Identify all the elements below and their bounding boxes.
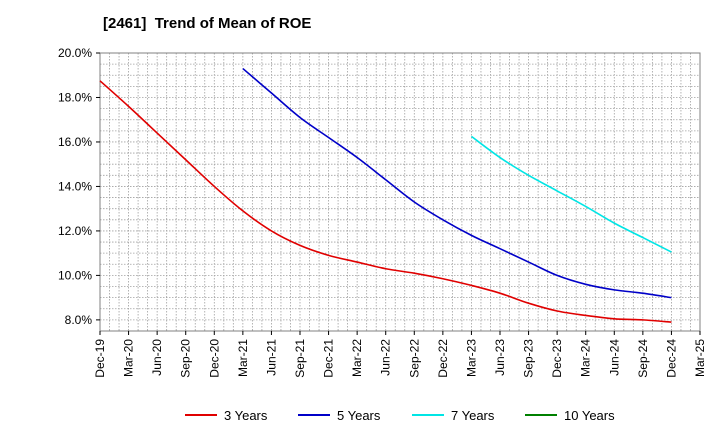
x-tick-label: Dec-22 [436,339,450,378]
x-tick-label: Mar-25 [693,339,707,377]
series-line-3-years [99,80,672,323]
y-tick-label: 8.0% [65,313,93,327]
x-tick-label: Sep-24 [636,339,650,378]
x-tick-label: Mar-21 [236,339,250,377]
legend-label-5-years: 5 Years [337,408,381,423]
x-tick-label: Jun-24 [607,339,621,376]
x-tick-label: Mar-22 [350,339,364,377]
series-line-7-years [470,135,672,253]
x-tick-label: Jun-21 [264,339,278,376]
y-tick-label: 14.0% [58,179,92,193]
x-tick-label: Dec-24 [664,339,678,378]
x-tick-label: Dec-20 [207,339,221,378]
legend[interactable]: 3 Years 5 Years 7 Years 10 Years [185,408,615,423]
plot-frame [99,52,701,332]
series-line-5-years [242,67,672,299]
legend-label-7-years: 7 Years [451,408,495,423]
x-axis: Dec-19 Mar-20 Jun-20 Sep-20 Dec-20 Mar-21 Jun-… [93,331,707,378]
x-tick-label: Dec-21 [322,339,336,378]
y-tick-label: 10.0% [58,268,92,282]
x-tick-label: Mar-23 [464,339,478,377]
legend-label-10-years: 10 Years [564,408,615,423]
x-tick-label: Mar-24 [579,339,593,377]
y-tick-label: 20.0% [58,46,92,60]
legend-label-3-years: 3 Years [224,408,268,423]
x-tick-label: Mar-20 [122,339,136,377]
y-tick-label: 12.0% [58,224,92,238]
x-tick-label: Jun-20 [150,339,164,376]
x-tick-label: Sep-20 [179,339,193,378]
y-tick-label: 16.0% [58,135,92,149]
chart-title: [2461] Trend of Mean of ROE [103,15,312,32]
x-tick-label: Sep-22 [407,339,421,378]
x-tick-label: Sep-21 [293,339,307,378]
x-tick-label: Jun-22 [379,339,393,376]
y-tick-label: 18.0% [58,90,92,104]
x-tick-label: Dec-23 [550,339,564,378]
y-axis: 8.0% 10.0% 12.0% 14.0% 16.0% 18.0% 20.0% [58,46,100,327]
x-tick-label: Dec-19 [93,339,107,378]
series-lines [99,67,672,323]
grid [100,53,700,331]
x-tick-label: Jun-23 [493,339,507,376]
x-tick-label: Sep-23 [522,339,536,378]
